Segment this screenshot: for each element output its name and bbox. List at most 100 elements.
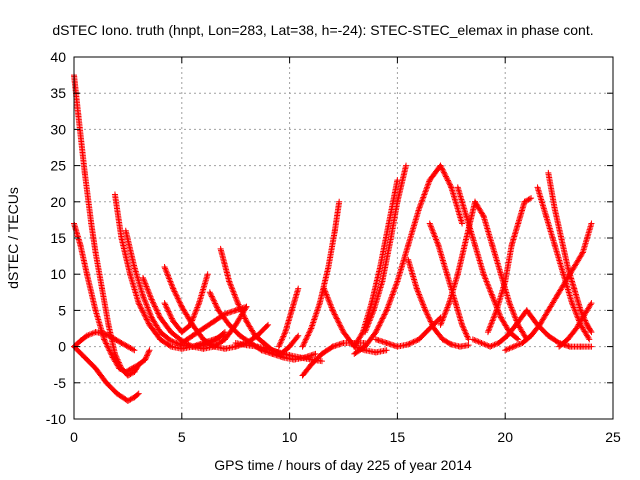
data-point: [521, 198, 528, 205]
data-point: [149, 299, 156, 306]
data-point: [146, 347, 153, 354]
data-point: [332, 312, 339, 319]
data-point: [164, 271, 171, 278]
data-point: [126, 344, 133, 351]
x-tick-label: 25: [605, 429, 621, 445]
data-point: [280, 332, 287, 339]
data-point: [394, 177, 401, 184]
data-point: [176, 341, 183, 348]
data-point: [126, 371, 133, 378]
y-tick-label: 5: [58, 302, 66, 318]
data-point: [417, 201, 424, 208]
data-point: [422, 307, 429, 314]
data-point: [193, 307, 200, 314]
data-point: [329, 305, 336, 312]
data-point: [491, 341, 498, 348]
data-point: [175, 296, 182, 303]
data-point: [240, 312, 247, 319]
data-point: [265, 321, 272, 328]
data-point: [109, 353, 116, 360]
data-point: [166, 311, 173, 318]
data-point: [166, 342, 173, 349]
data-point: [486, 326, 493, 333]
data-point: [569, 300, 576, 307]
data-point: [306, 328, 313, 335]
data-point: [390, 288, 397, 295]
data-point: [492, 310, 499, 317]
data-point: [163, 268, 170, 275]
data-point: [375, 323, 382, 330]
data-point: [193, 305, 200, 312]
data-point: [315, 303, 322, 310]
data-point: [328, 344, 335, 351]
data-point: [314, 306, 321, 313]
data-point: [479, 340, 486, 347]
data-point: [383, 307, 390, 314]
data-point: [414, 288, 421, 295]
data-point: [579, 250, 586, 257]
data-point: [421, 190, 428, 197]
data-point: [336, 198, 343, 205]
data-point: [588, 329, 595, 336]
data-point: [211, 299, 218, 306]
data-point: [487, 288, 494, 295]
data-point: [134, 391, 141, 398]
data-point: [314, 307, 321, 314]
data-point: [167, 278, 174, 285]
data-point: [155, 311, 162, 318]
data-point: [164, 305, 171, 312]
data-series: [178, 303, 250, 346]
data-point: [425, 181, 432, 188]
data-point: [311, 316, 318, 323]
data-point: [364, 323, 371, 330]
data-series: [71, 72, 153, 379]
data-point: [420, 301, 427, 308]
data-point: [379, 315, 386, 322]
data-point: [482, 275, 489, 282]
data-point: [192, 310, 199, 317]
data-point: [308, 324, 315, 331]
data-point: [374, 326, 381, 333]
data-point: [505, 346, 512, 353]
data-point: [135, 390, 142, 397]
data-point: [279, 334, 286, 341]
data-point: [322, 288, 329, 295]
data-point: [167, 279, 174, 286]
data-point: [424, 184, 431, 191]
data-point: [391, 287, 398, 294]
data-point: [299, 343, 306, 350]
data-point: [104, 343, 111, 350]
data-point: [148, 313, 155, 320]
data-point: [169, 284, 176, 291]
data-point: [431, 232, 438, 239]
data-point: [118, 339, 125, 346]
data-point: [366, 318, 373, 325]
data-point: [302, 338, 309, 345]
data-point: [363, 326, 370, 333]
data-point: [464, 334, 471, 341]
data-point: [336, 320, 343, 327]
data-point: [362, 329, 369, 336]
data-point: [573, 311, 580, 318]
data-point: [333, 314, 340, 321]
data-series: [545, 169, 595, 336]
data-point: [413, 285, 420, 292]
data-point: [378, 316, 385, 323]
data-point: [152, 304, 159, 311]
data-point: [485, 284, 492, 291]
data-point: [161, 300, 168, 307]
data-point: [302, 336, 309, 343]
data-point: [315, 304, 322, 311]
data-point: [407, 340, 414, 347]
data-point: [143, 301, 150, 308]
data-point: [313, 310, 320, 317]
data-point: [582, 318, 589, 325]
data-point: [339, 326, 346, 333]
data-point: [462, 329, 469, 336]
data-point: [127, 371, 134, 378]
data-point: [484, 329, 491, 336]
data-point: [417, 295, 424, 302]
data-point: [411, 338, 418, 345]
data-point: [444, 176, 451, 183]
data-point: [176, 299, 183, 306]
